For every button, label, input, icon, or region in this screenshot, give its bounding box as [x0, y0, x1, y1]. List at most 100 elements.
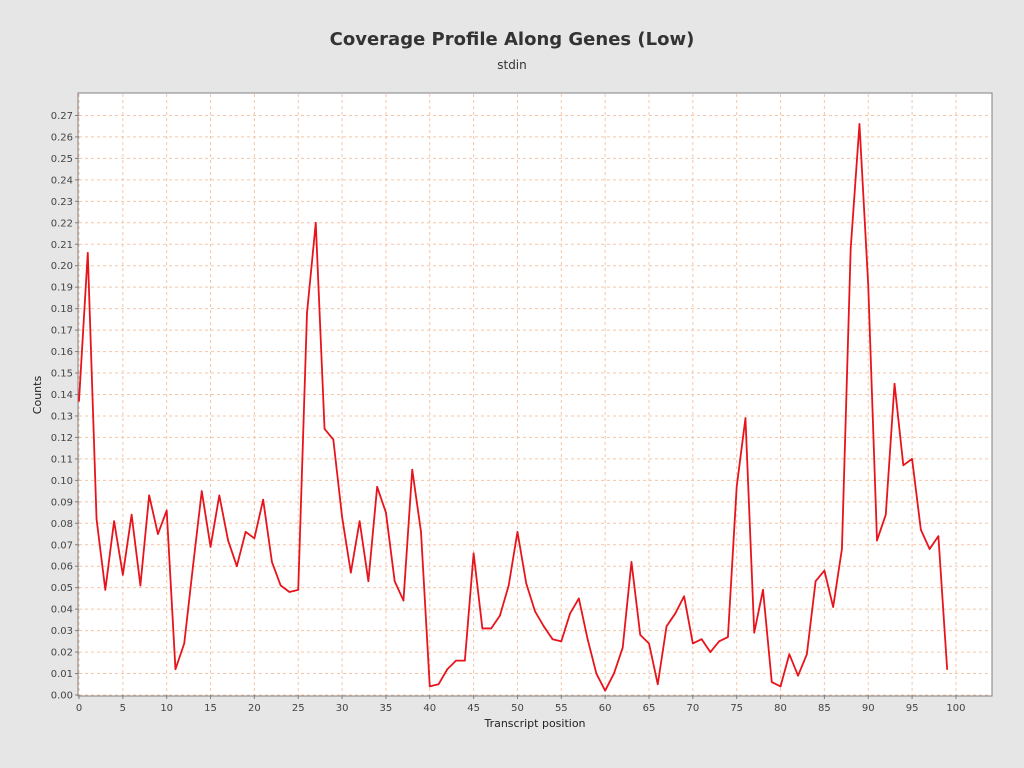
data-point [428, 685, 431, 688]
x-tick-label: 45 [467, 703, 480, 714]
x-tick-label: 20 [248, 703, 261, 714]
data-point [227, 539, 229, 542]
data-point [753, 631, 756, 634]
data-point [139, 584, 142, 587]
data-point [788, 653, 791, 656]
data-point [727, 636, 729, 638]
y-tick-label: 0.18 [51, 304, 73, 315]
series-group [78, 123, 949, 692]
data-point [323, 428, 326, 430]
data-point [253, 537, 256, 540]
data-point [157, 533, 159, 535]
chart-subtitle: stdin [497, 58, 527, 72]
data-point [472, 552, 475, 555]
data-point [656, 683, 659, 686]
grid [78, 94, 991, 696]
data-point [350, 571, 352, 574]
data-point [332, 438, 335, 441]
data-point [578, 597, 580, 600]
series-line [78, 123, 949, 692]
data-point [446, 668, 449, 671]
y-tick-label: 0.13 [51, 411, 73, 422]
data-point [779, 685, 782, 688]
chart-title: Coverage Profile Along Genes (Low) [329, 29, 695, 50]
data-point [358, 520, 361, 522]
data-point [86, 252, 89, 254]
data-point [586, 638, 589, 640]
y-tick-label: 0.16 [51, 347, 73, 358]
data-point [744, 417, 747, 419]
data-point [306, 312, 308, 314]
y-tick-label: 0.22 [51, 218, 73, 229]
data-point [314, 221, 317, 224]
x-tick-label: 70 [686, 703, 699, 714]
data-point [385, 511, 387, 514]
data-point [700, 638, 703, 640]
data-point [542, 625, 545, 628]
x-tick-label: 35 [380, 703, 393, 714]
x-tick-label: 50 [511, 703, 524, 714]
data-point [893, 382, 896, 385]
y-tick-label: 0.12 [51, 433, 73, 444]
data-point [104, 589, 107, 591]
data-point [797, 674, 799, 677]
data-point [218, 494, 221, 497]
data-point [621, 646, 624, 649]
data-point [946, 668, 948, 671]
y-tick-label: 0.10 [51, 476, 73, 487]
data-point [806, 653, 808, 656]
data-point [937, 535, 940, 537]
x-tick-label: 60 [599, 703, 612, 714]
data-point [648, 642, 650, 645]
x-tick-label: 5 [120, 703, 126, 714]
data-point [884, 513, 887, 516]
data-point [165, 509, 168, 512]
data-point [762, 589, 764, 591]
data-point [148, 494, 150, 497]
data-point [367, 580, 370, 583]
data-point [928, 548, 931, 550]
data-point [236, 565, 238, 568]
x-tick-label: 75 [730, 703, 743, 714]
data-point [849, 247, 852, 250]
data-point [534, 610, 536, 613]
data-point [674, 612, 677, 615]
data-point [78, 400, 80, 402]
y-tick-label: 0.27 [51, 111, 73, 122]
y-tick-label: 0.08 [51, 519, 73, 530]
data-point [402, 599, 405, 602]
y-tick-label: 0.14 [51, 390, 73, 401]
y-tick-label: 0.26 [51, 132, 73, 143]
y-tick-label: 0.23 [51, 197, 73, 208]
x-tick-label: 95 [906, 703, 919, 714]
data-point [200, 490, 203, 492]
data-point [551, 638, 554, 640]
data-point [271, 561, 273, 563]
x-tick-label: 30 [336, 703, 349, 714]
data-point [920, 528, 922, 531]
data-point [692, 642, 694, 645]
y-tick-label: 0.05 [51, 583, 73, 594]
data-point [902, 464, 905, 467]
y-tick-label: 0.21 [51, 240, 73, 251]
data-point [770, 681, 773, 683]
x-tick-label: 90 [862, 703, 875, 714]
data-point [683, 595, 685, 598]
data-point [95, 518, 98, 520]
y-tick-label: 0.25 [51, 154, 73, 165]
data-point [464, 659, 466, 662]
x-tick-label: 100 [946, 703, 965, 714]
data-point [613, 672, 615, 675]
data-point [560, 640, 563, 643]
data-point [814, 580, 817, 583]
y-tick-label: 0.20 [51, 261, 73, 272]
data-point [709, 651, 712, 653]
data-point [639, 634, 642, 636]
data-point [192, 565, 194, 568]
data-point [507, 584, 510, 587]
y-tick-label: 0.09 [51, 497, 73, 508]
data-point [122, 574, 124, 576]
data-point [411, 468, 414, 471]
data-point [911, 458, 913, 460]
